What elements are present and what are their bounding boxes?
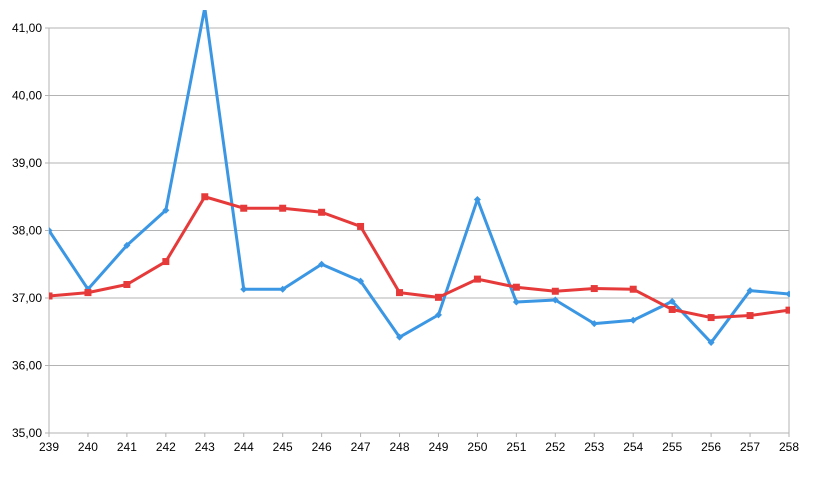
y-tick-label: 35,00 <box>12 426 42 440</box>
y-tick-label: 38,00 <box>12 224 42 238</box>
x-tick-label: 252 <box>545 440 565 454</box>
series-2-point <box>279 204 287 212</box>
series-line-1 <box>49 10 790 345</box>
series-1-point <box>123 241 131 249</box>
axes <box>45 27 790 437</box>
series-2-point <box>785 306 790 314</box>
series-2-point <box>434 293 442 301</box>
series-1-point <box>668 297 676 305</box>
x-tick-label: 242 <box>156 440 176 454</box>
x-tick-label: 244 <box>234 440 254 454</box>
series-1-point <box>785 290 790 298</box>
series-2-point <box>49 292 53 300</box>
series-2-point <box>123 281 131 288</box>
y-tick-label: 40,00 <box>12 89 42 103</box>
x-tick-label: 240 <box>78 440 98 454</box>
series-2-point <box>396 289 404 297</box>
series-1-point <box>707 339 715 347</box>
series-1-point <box>434 311 442 319</box>
series-2-point <box>590 285 598 293</box>
series-2-point <box>162 258 170 266</box>
series-2-point <box>707 314 715 322</box>
series-1-point <box>746 287 754 295</box>
series-1-point <box>629 316 637 324</box>
series-2-point <box>629 285 637 293</box>
y-tick-label: 39,00 <box>12 156 42 170</box>
y-tick-label: 41,00 <box>12 21 42 35</box>
x-tick-label: 246 <box>312 440 332 454</box>
x-tick-label: 253 <box>584 440 604 454</box>
y-tick-labels: 35,00 36,00 37,00 38,00 39,00 40,00 41,00 <box>12 21 42 440</box>
x-tick-label: 241 <box>117 440 137 454</box>
series-2-point <box>746 312 754 320</box>
x-tick-label: 247 <box>351 440 371 454</box>
series-1-point <box>203 10 207 12</box>
series-2-point <box>357 222 365 230</box>
series-1-point <box>512 298 520 306</box>
series-1-point <box>551 296 559 304</box>
grid-lines <box>49 27 790 433</box>
series-1-point <box>240 285 248 293</box>
x-tick-label: 243 <box>195 440 215 454</box>
series-2-point <box>318 208 326 216</box>
x-tick-label: 251 <box>506 440 526 454</box>
series-2-point <box>84 289 92 297</box>
series-2-point <box>201 193 209 201</box>
x-tick-label: 239 <box>39 440 59 454</box>
series-1-point <box>49 227 53 234</box>
x-tick-label: 258 <box>779 440 799 454</box>
series-1-point <box>357 277 365 285</box>
series-line-2 <box>49 195 790 320</box>
series-group <box>49 10 790 347</box>
x-tick-label: 245 <box>273 440 293 454</box>
series-1-point <box>473 195 481 203</box>
series-1-point <box>590 320 598 328</box>
y-tick-label: 37,00 <box>12 291 42 305</box>
series-1-point <box>279 285 287 293</box>
series-1-point <box>318 260 326 268</box>
x-tick-label: 248 <box>390 440 410 454</box>
series-2-point <box>240 204 248 212</box>
series-2-point <box>473 275 481 283</box>
x-tick-label: 257 <box>740 440 760 454</box>
series-1-point <box>162 206 170 214</box>
series-2-point <box>668 305 676 313</box>
x-tick-label: 255 <box>662 440 682 454</box>
y-tick-label: 36,00 <box>12 359 42 373</box>
series-2-point <box>512 283 520 291</box>
x-tick-label: 250 <box>467 440 487 454</box>
series-2-point <box>551 287 559 295</box>
series-1-point <box>396 333 404 341</box>
x-tick-labels: 239 240 241 242 243 244 245 246 247 248 249 250 251 2… <box>39 440 799 454</box>
x-tick-label: 256 <box>701 440 721 454</box>
x-tick-label: 254 <box>623 440 643 454</box>
x-tick-label: 249 <box>428 440 448 454</box>
